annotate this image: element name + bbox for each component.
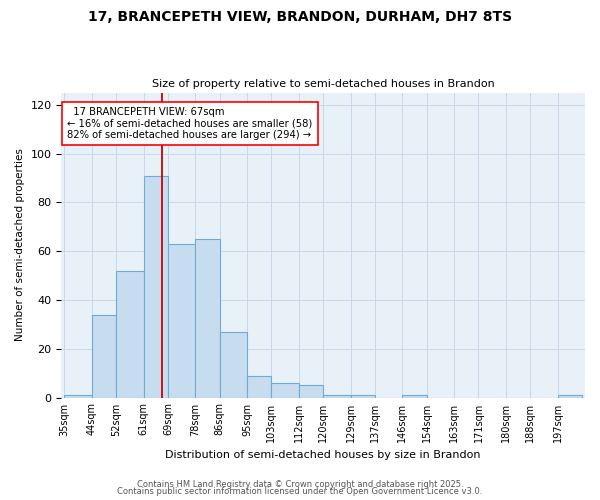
Bar bbox=[350, 395, 375, 398]
Bar bbox=[168, 244, 196, 398]
Bar bbox=[64, 395, 92, 398]
Bar bbox=[323, 395, 350, 398]
Bar bbox=[143, 176, 168, 398]
Text: 17, BRANCEPETH VIEW, BRANDON, DURHAM, DH7 8TS: 17, BRANCEPETH VIEW, BRANDON, DURHAM, DH… bbox=[88, 10, 512, 24]
Bar bbox=[299, 386, 323, 398]
Bar bbox=[271, 383, 299, 398]
Bar bbox=[557, 395, 582, 398]
Bar bbox=[403, 395, 427, 398]
Y-axis label: Number of semi-detached properties: Number of semi-detached properties bbox=[15, 148, 25, 342]
Text: Contains public sector information licensed under the Open Government Licence v3: Contains public sector information licen… bbox=[118, 487, 482, 496]
Bar bbox=[220, 332, 247, 398]
Bar bbox=[247, 376, 271, 398]
X-axis label: Distribution of semi-detached houses by size in Brandon: Distribution of semi-detached houses by … bbox=[166, 450, 481, 460]
Bar bbox=[92, 314, 116, 398]
Title: Size of property relative to semi-detached houses in Brandon: Size of property relative to semi-detach… bbox=[152, 79, 494, 89]
Bar bbox=[196, 239, 220, 398]
Bar bbox=[116, 270, 143, 398]
Text: Contains HM Land Registry data © Crown copyright and database right 2025.: Contains HM Land Registry data © Crown c… bbox=[137, 480, 463, 489]
Text: 17 BRANCEPETH VIEW: 67sqm  
← 16% of semi-detached houses are smaller (58)
82% o: 17 BRANCEPETH VIEW: 67sqm ← 16% of semi-… bbox=[67, 107, 313, 140]
